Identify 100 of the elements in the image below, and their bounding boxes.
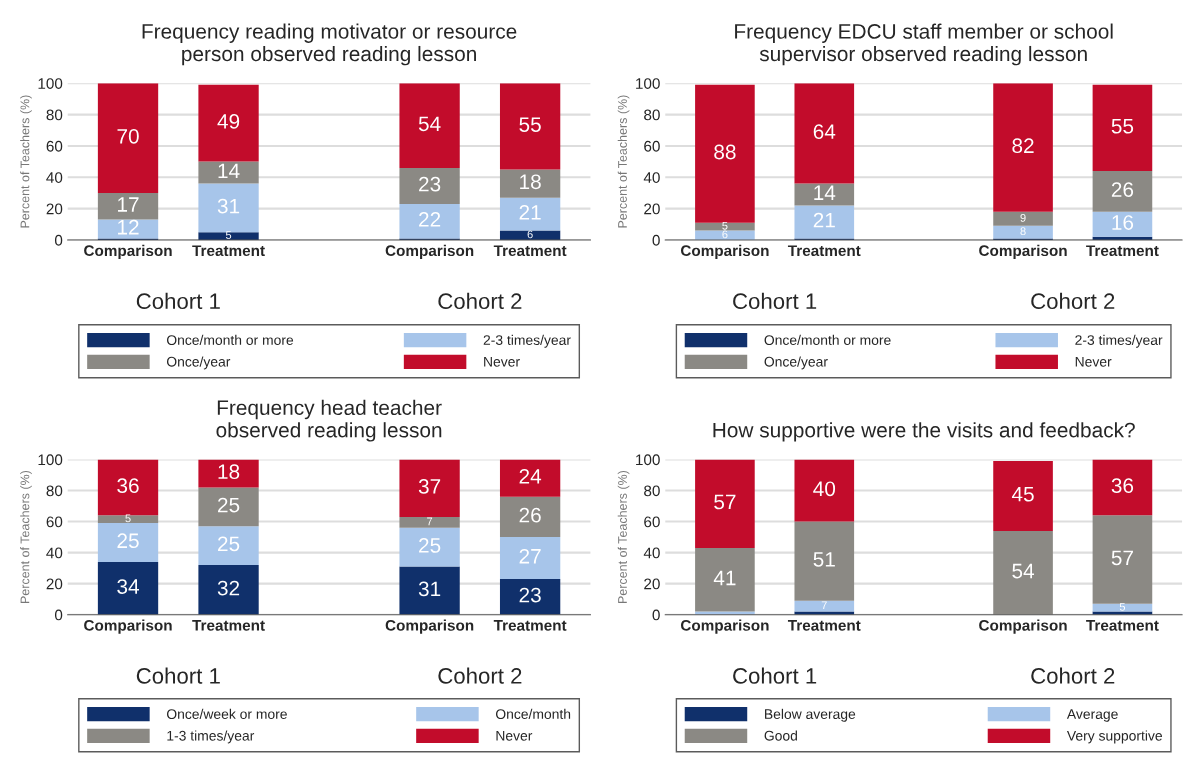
y-tick-label: 40 [46, 547, 63, 559]
text: Cohort 2 [1031, 292, 1115, 310]
x-tick-label: Comparison [385, 244, 474, 260]
text: Cohort 2 [438, 667, 522, 684]
data-label: 70 [117, 128, 139, 144]
x-tick-label: Treatment [192, 245, 265, 257]
legend-label: 2-3 times/year [1075, 334, 1163, 348]
y-tick-label: 40 [643, 172, 660, 183]
data-label: 6 [722, 230, 728, 239]
legend-label: Average [1066, 709, 1118, 722]
x-tick-label: Comparison [979, 619, 1067, 634]
legend-label: Good [764, 730, 797, 741]
y-tick-label: 80 [644, 109, 660, 121]
data-label: 51 [813, 552, 835, 567]
legend-label: Once/month or more [166, 334, 294, 345]
data-label: 64 [813, 124, 836, 140]
data-label: 31 [418, 581, 441, 597]
y-tick-label: 80 [46, 109, 63, 121]
data-label: 41 [713, 570, 736, 586]
data-label: 82 [1012, 138, 1034, 154]
data-label: 5 [125, 514, 131, 523]
legend-label: 1-3 times/year [167, 730, 255, 744]
data-label: 18 [218, 464, 240, 480]
data-label: 34 [117, 579, 140, 594]
data-label: 5 [1119, 602, 1126, 611]
y-tick-label: 80 [644, 485, 660, 497]
data-label: 14 [814, 185, 836, 200]
data-label: 55 [519, 117, 541, 132]
legend-label: Once/year [764, 356, 828, 370]
x-tick-label: Treatment [787, 620, 861, 631]
data-label: 32 [217, 580, 240, 596]
y-tick-label: 100 [636, 454, 660, 466]
legend-label: Once/month or more [764, 334, 891, 345]
data-label: 14 [218, 163, 240, 178]
legend-label: Never [1075, 356, 1112, 367]
data-label: 54 [1012, 563, 1035, 579]
data-label: 23 [519, 587, 541, 603]
data-label: 24 [519, 468, 542, 484]
x-tick-label: Comparison [680, 619, 769, 634]
text: Cohort 2 [438, 292, 522, 310]
x-tick-label: Comparison [84, 244, 172, 260]
data-label: 49 [217, 114, 240, 129]
x-tick-label: Comparison [385, 619, 474, 634]
data-label: 23 [419, 176, 441, 192]
chart-title: Frequency reading motivator or resource person observed reading lesson [142, 23, 517, 66]
data-label: 5 [722, 221, 728, 230]
text: Cohort 1 [136, 292, 220, 310]
y-tick-label: 20 [644, 578, 660, 590]
data-label: 7 [427, 517, 433, 526]
chart-title: How supportive were the visits and feedback? [713, 422, 1135, 442]
y-tick-label: 20 [46, 203, 63, 215]
x-tick-label: Treatment [1086, 620, 1159, 631]
y-axis-title: Percent of Teachers (%) [617, 95, 630, 228]
data-label: 7 [821, 601, 827, 610]
y-tick-label: 40 [46, 172, 63, 183]
data-label: 26 [1111, 182, 1134, 197]
legend-label: Once/month [496, 708, 571, 720]
data-label: 36 [117, 478, 139, 494]
chart-title: Frequency head teacher observed reading lesson [216, 399, 442, 442]
y-tick-label: 40 [643, 547, 660, 559]
x-tick-label: Treatment [787, 245, 861, 257]
data-label: 16 [1112, 215, 1134, 230]
y-tick-label: 100 [636, 78, 660, 89]
data-label: 55 [1111, 118, 1134, 134]
y-axis-title: Percent of Teachers (%) [20, 470, 32, 603]
x-tick-label: Treatment [493, 620, 567, 631]
data-label: 18 [520, 174, 541, 190]
data-label: 26 [519, 507, 541, 523]
text: Cohort 1 [733, 667, 817, 684]
y-tick-label: 60 [46, 140, 63, 152]
data-label: 57 [714, 494, 736, 510]
y-tick-label: 100 [38, 454, 63, 466]
x-tick-label: Treatment [192, 620, 265, 631]
legend-label: Never [484, 356, 520, 367]
data-label: 21 [813, 212, 835, 228]
y-tick-label: 0 [54, 234, 63, 246]
data-label: 12 [118, 219, 139, 235]
chart-title: Frequency EDCU staff member or school supervisor observed reading lesson [735, 23, 1113, 66]
y-axis-title: Percent of Teachers (%) [617, 470, 630, 603]
x-tick-label: Comparison [979, 244, 1067, 260]
x-tick-label: Treatment [1086, 245, 1159, 257]
data-label: 25 [218, 536, 240, 552]
y-tick-label: 60 [644, 516, 660, 528]
y-tick-label: 0 [652, 234, 660, 246]
text: Cohort 1 [136, 667, 220, 684]
legend-label: Once/year [166, 356, 231, 370]
data-label: 45 [1011, 487, 1034, 502]
y-tick-label: 60 [644, 140, 660, 152]
data-label: 17 [118, 197, 139, 212]
data-label: 40 [813, 481, 836, 497]
x-tick-label: Comparison [84, 619, 172, 634]
data-label: 25 [218, 497, 240, 513]
y-axis-title: Percent of Teachers (%) [20, 95, 32, 228]
data-label: 88 [714, 144, 736, 160]
data-label: 57 [1111, 550, 1133, 566]
data-label: 8 [1020, 227, 1026, 236]
data-label: 54 [418, 116, 441, 132]
x-tick-label: Comparison [680, 244, 769, 260]
text: Cohort 2 [1031, 667, 1115, 684]
data-label: 37 [418, 479, 441, 494]
